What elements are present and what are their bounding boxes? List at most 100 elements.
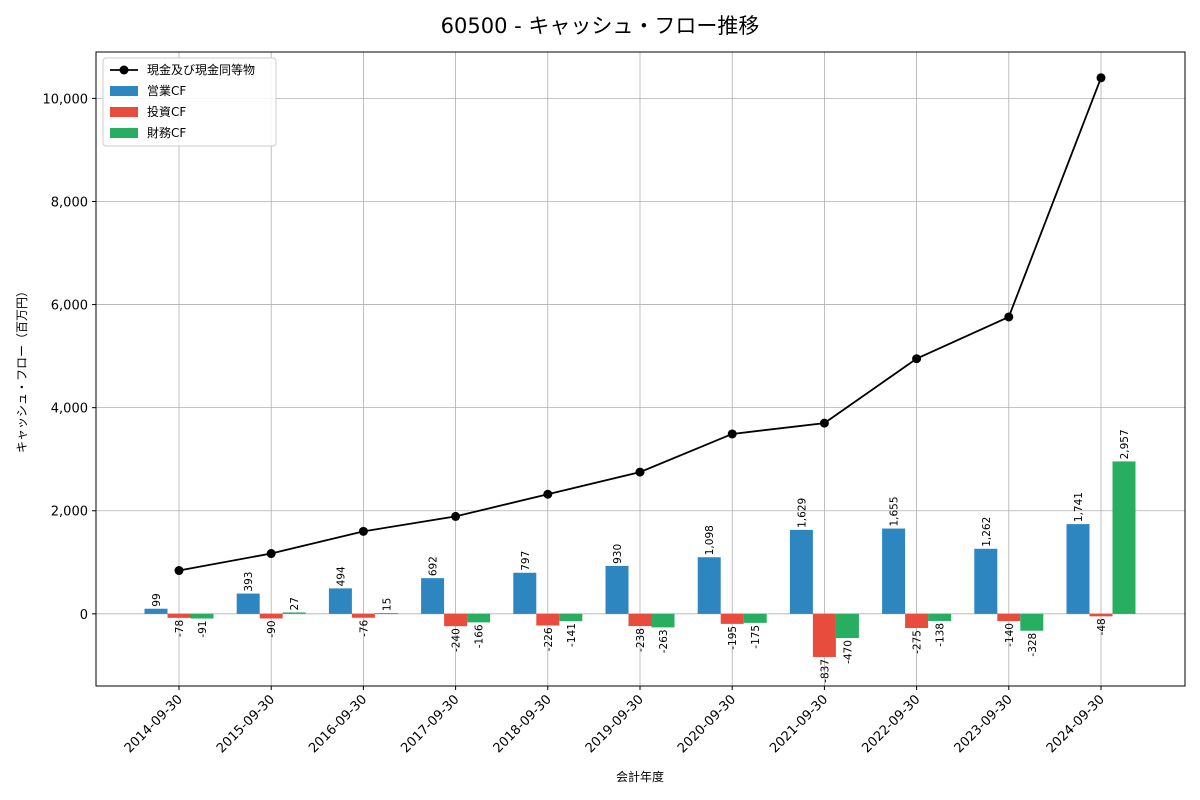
data-label: 1,262 [981, 517, 993, 547]
data-label: -78 [174, 620, 186, 637]
y-tick-label: 4,000 [51, 402, 88, 417]
bar-投資CF [997, 613, 1021, 622]
cash-line-point [174, 566, 184, 576]
cash-line-point [266, 549, 276, 559]
legend-label: 投資CF [147, 104, 186, 119]
data-label: -328 [1027, 633, 1039, 657]
data-label: -240 [451, 628, 463, 652]
data-label: 1,098 [704, 525, 716, 555]
bar-営業CF [236, 593, 260, 614]
bar-営業CF [328, 588, 352, 614]
bar-財務CF [282, 612, 306, 614]
data-label: -90 [266, 620, 278, 637]
bar-投資CF [1089, 613, 1113, 617]
cash-line-point [819, 418, 829, 428]
data-label: -138 [935, 623, 947, 647]
bar-財務CF [743, 613, 767, 623]
x-tick-label: 2014-09-30 [122, 692, 186, 756]
x-tick-label: 2024-09-30 [1044, 692, 1108, 756]
legend-label: 営業CF [147, 84, 186, 98]
bar-財務CF [559, 613, 583, 622]
cash-line [174, 73, 1106, 576]
y-tick-label: 2,000 [51, 505, 88, 520]
data-label: -238 [635, 628, 647, 652]
bar-財務CF [1112, 461, 1136, 614]
bar-営業CF [421, 578, 445, 614]
x-tick-label: 2020-09-30 [675, 692, 739, 756]
data-label: 1,655 [889, 496, 901, 526]
axes: 0 2,000 4,000 6,000 8,000 10,000 2014-09-30 201… [43, 92, 1108, 756]
data-label: -166 [474, 624, 486, 648]
legend-label: 現金及び現金同等物 [147, 62, 255, 77]
data-labels: 99 393 494 692 797 930 1,098 1,629 1,655 1,262 1,7… [151, 429, 1131, 682]
cash-line-point [912, 354, 922, 364]
cash-line-point [543, 489, 553, 499]
legend-swatch [110, 86, 138, 96]
data-label: -141 [566, 623, 578, 647]
data-label: 15 [381, 598, 393, 611]
x-tick-label: 2021-09-30 [767, 692, 831, 756]
data-label: -263 [658, 629, 670, 653]
bar-投資CF [812, 613, 836, 657]
data-label: 930 [612, 544, 624, 564]
data-label: -175 [750, 625, 762, 649]
bar-財務CF [651, 613, 675, 628]
bars [144, 461, 1136, 657]
legend-label: 財務CF [147, 125, 186, 140]
y-tick-label: 6,000 [51, 299, 88, 314]
cash-line-point [1004, 312, 1014, 322]
cash-line-point [635, 467, 645, 477]
chart-title: 60500 - キャッシュ・フロー推移 [441, 14, 760, 38]
x-tick-label: 2018-09-30 [491, 692, 555, 756]
cash-line-point [451, 511, 461, 521]
data-label: -275 [912, 630, 924, 654]
bar-営業CF [513, 572, 537, 614]
bar-投資CF [720, 613, 744, 624]
bar-営業CF [1066, 524, 1090, 614]
data-label: -91 [197, 621, 209, 638]
y-tick-label: 10,000 [43, 92, 89, 107]
data-label: -48 [1096, 618, 1108, 635]
bar-投資CF [628, 613, 652, 627]
y-axis-title: キャッシュ・フロー（百万円） [15, 285, 29, 453]
bar-投資CF [259, 613, 283, 619]
data-label: 1,629 [796, 498, 808, 528]
bar-投資CF [167, 613, 191, 618]
bar-財務CF [1020, 613, 1044, 631]
bar-営業CF [974, 548, 998, 614]
x-tick-label: 2016-09-30 [306, 692, 370, 756]
data-label: -195 [727, 626, 739, 650]
x-tick-label: 2019-09-30 [583, 692, 647, 756]
x-axis-title: 会計年度 [616, 769, 664, 784]
data-label: -140 [1004, 623, 1016, 647]
data-label: -226 [543, 627, 555, 651]
bar-営業CF [882, 528, 906, 614]
data-label: 27 [289, 597, 301, 610]
data-label: 2,957 [1119, 429, 1131, 459]
bar-財務CF [190, 613, 214, 619]
x-tick-label: 2015-09-30 [214, 692, 278, 756]
bar-投資CF [444, 613, 468, 627]
legend-line-marker [119, 65, 129, 75]
legend-swatch [110, 128, 138, 138]
bar-投資CF [905, 613, 929, 629]
data-label: -470 [842, 640, 854, 664]
data-label: 393 [243, 572, 255, 592]
legend-swatch [110, 107, 138, 117]
plot-frame [95, 51, 1186, 687]
bar-営業CF [789, 529, 813, 614]
bar-財務CF [928, 613, 952, 621]
cash-line-point [1096, 73, 1106, 83]
x-tick-label: 2023-09-30 [952, 692, 1016, 756]
bar-財務CF [467, 613, 491, 623]
y-tick-label: 0 [80, 608, 88, 623]
bar-財務CF [374, 613, 398, 614]
data-label: 1,741 [1073, 492, 1085, 522]
bar-営業CF [605, 565, 629, 614]
data-label: 692 [428, 556, 440, 576]
data-label: -837 [819, 659, 831, 683]
cash-line-point [358, 526, 368, 536]
data-label: -76 [358, 619, 370, 636]
